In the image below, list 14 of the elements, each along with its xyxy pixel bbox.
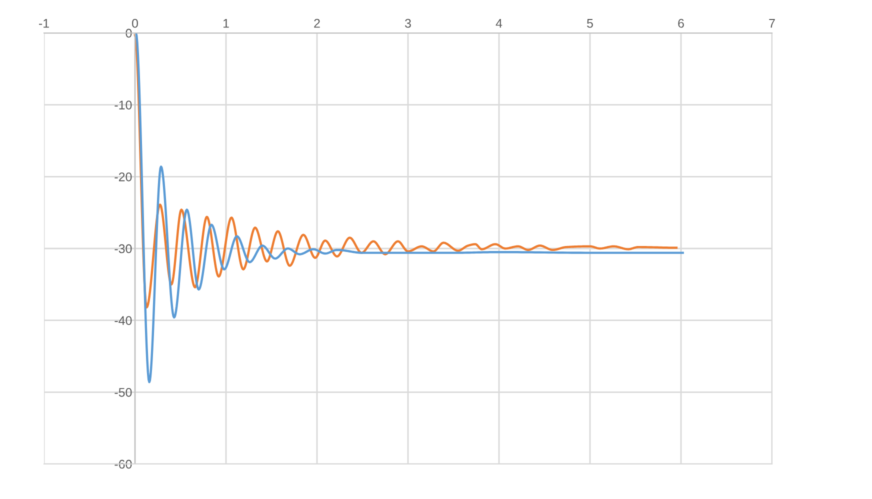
y-tick-label: -20 xyxy=(114,172,132,182)
x-tick-label: -1 xyxy=(39,19,49,28)
x-tick-label: 3 xyxy=(405,18,411,28)
x-tick-label: 6 xyxy=(678,18,684,28)
y-tick-label: -50 xyxy=(114,388,132,397)
y-tick-label: -10 xyxy=(114,100,132,110)
x-tick-label: 4 xyxy=(496,19,502,28)
y-tick-label: -30 xyxy=(114,244,132,254)
x-tick-label: 2 xyxy=(314,18,320,28)
x-tick-label: 0 xyxy=(132,18,138,28)
x-tick-label: 7 xyxy=(769,19,775,28)
x-tick-label: 1 xyxy=(223,19,229,28)
y-tick-label: -40 xyxy=(114,316,132,325)
x-tick-label: 5 xyxy=(587,19,593,28)
